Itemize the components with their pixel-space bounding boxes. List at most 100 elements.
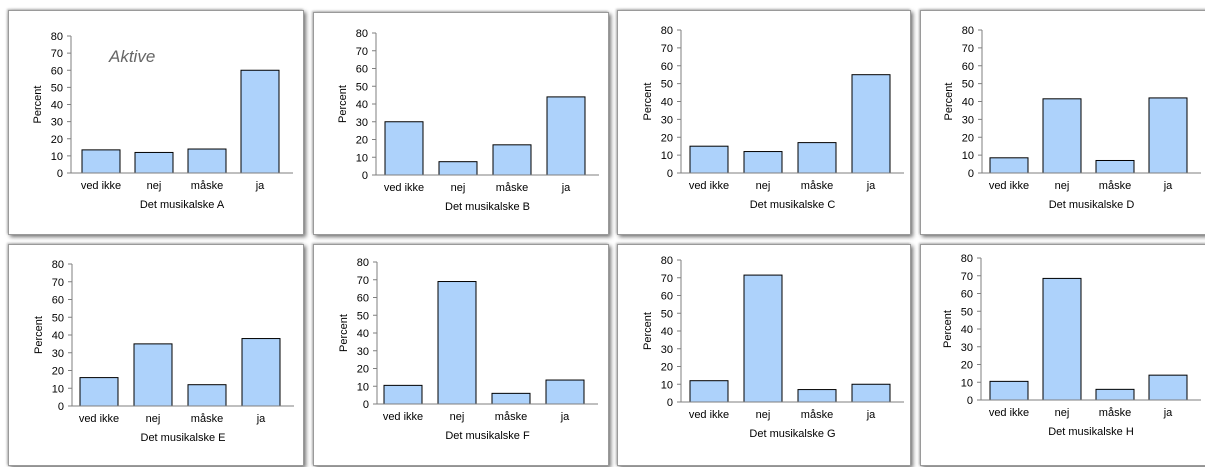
y-axis-title: Percent xyxy=(337,85,349,123)
chart-panel-f: 0 10 20 30 40 50 60 70 80 ved ikke nej måske ja Det m… xyxy=(313,244,609,466)
y-tick-label: 30 xyxy=(661,344,673,356)
x-tick-label: ja xyxy=(1163,180,1173,192)
y-tick-label: 50 xyxy=(961,306,973,318)
bar-nej xyxy=(134,151,174,174)
y-tick-label: 80 xyxy=(357,257,369,269)
bar-nej xyxy=(1042,277,1082,401)
y-tick-label: 0 xyxy=(667,168,673,180)
y-tick-label: 10 xyxy=(661,150,673,162)
x-tick-label: ved ikke xyxy=(689,180,729,192)
bar-måske xyxy=(187,384,227,407)
y-tick-label: 20 xyxy=(52,366,64,378)
y-tick-label: 10 xyxy=(52,383,64,395)
x-tick-label: ved ikke xyxy=(689,409,729,421)
x-tick-label: nej xyxy=(1055,180,1070,192)
x-tick-label: ja xyxy=(866,180,876,192)
x-tick-label: ja xyxy=(561,182,571,194)
y-tick-label: 30 xyxy=(356,117,368,129)
bar-nej xyxy=(743,151,783,174)
x-tick-label: ved ikke xyxy=(383,411,423,423)
bar-ved-ikke xyxy=(383,384,423,405)
x-tick-label: måske xyxy=(801,409,833,421)
chart-panel-e: 0 10 20 30 40 50 60 70 80 ved ikke nej måske ja Det m… xyxy=(8,244,304,466)
x-tick-label: ved ikke xyxy=(384,182,424,194)
x-tick-label: ja xyxy=(256,413,266,425)
y-tick-label: 10 xyxy=(962,150,974,162)
y-tick-label: 20 xyxy=(661,132,673,144)
bar-ja xyxy=(851,74,891,174)
x-tick-label: måske xyxy=(1099,407,1131,419)
y-tick-label: 40 xyxy=(356,99,368,111)
x-tick-label: måske xyxy=(801,180,833,192)
y-tick-label: 30 xyxy=(961,342,973,354)
y-tick-label: 50 xyxy=(962,79,974,91)
y-tick-label: 40 xyxy=(357,328,369,340)
y-tick-label: 10 xyxy=(961,377,973,389)
y-tick-label: 50 xyxy=(661,308,673,320)
x-tick-label: måske xyxy=(191,180,223,192)
bar-ved-ikke xyxy=(79,377,119,407)
y-tick-label: 80 xyxy=(52,259,64,271)
x-tick-label: ja xyxy=(1163,407,1173,419)
y-tick-label: 60 xyxy=(661,61,673,73)
chart-svg-d: 0 10 20 30 40 50 60 70 80 ved ikke nej måske ja Det m… xyxy=(943,25,1201,211)
x-tick-label: nej xyxy=(756,409,771,421)
y-tick-label: 70 xyxy=(51,48,63,60)
y-axis-title: Percent xyxy=(943,83,955,121)
y-tick-label: 20 xyxy=(962,132,974,144)
x-axis-title: Det musikalske F xyxy=(445,430,530,442)
y-tick-label: 70 xyxy=(661,273,673,285)
bar-ved-ikke xyxy=(989,157,1029,174)
y-tick-label: 30 xyxy=(962,114,974,126)
y-tick-label: 10 xyxy=(661,379,673,391)
y-tick-label: 60 xyxy=(357,293,369,305)
x-tick-label: ved ikke xyxy=(79,413,119,425)
y-tick-label: 40 xyxy=(961,324,973,336)
chart-panel-g: 0 10 20 30 40 50 60 70 80 ved ikke nej måske ja Det m… xyxy=(617,244,911,466)
y-tick-label: 30 xyxy=(357,346,369,358)
y-tick-label: 10 xyxy=(357,381,369,393)
bar-nej xyxy=(133,343,173,407)
y-tick-label: 40 xyxy=(962,97,974,109)
bar-måske xyxy=(187,148,227,174)
y-tick-label: 80 xyxy=(962,25,974,37)
y-tick-label: 40 xyxy=(661,326,673,338)
y-axis-title: Percent xyxy=(32,86,44,124)
x-tick-label: ja xyxy=(560,411,570,423)
bar-ja xyxy=(1148,374,1188,401)
bar-ved-ikke xyxy=(689,145,729,174)
chart-panel-c: 0 10 20 30 40 50 60 70 80 ved ikke nej måske ja Det m… xyxy=(617,10,911,235)
x-axis-title: Det musikalske D xyxy=(1049,199,1135,211)
chart-svg-h: 0 10 20 30 40 50 60 70 80 ved ikke nej måske ja Det m… xyxy=(942,253,1201,438)
y-tick-label: 60 xyxy=(51,65,63,77)
bar-ja xyxy=(545,379,585,405)
x-axis-title: Det musikalske H xyxy=(1048,426,1134,438)
y-tick-label: 60 xyxy=(962,61,974,73)
y-tick-label: 0 xyxy=(363,399,369,411)
x-tick-label: nej xyxy=(146,413,161,425)
bar-ja xyxy=(1148,97,1188,174)
chart-panel-b: 0 10 20 30 40 50 60 70 80 ved ikke nej måske ja Det m… xyxy=(313,12,609,235)
y-tick-label: 0 xyxy=(58,401,64,413)
y-tick-label: 30 xyxy=(51,117,63,129)
x-tick-label: ja xyxy=(866,409,876,421)
y-tick-label: 20 xyxy=(661,362,673,374)
y-tick-label: 80 xyxy=(661,25,673,37)
y-tick-label: 20 xyxy=(961,360,973,372)
y-tick-label: 50 xyxy=(661,79,673,91)
y-tick-label: 70 xyxy=(962,43,974,55)
y-tick-label: 0 xyxy=(57,168,63,180)
x-tick-label: ved ikke xyxy=(989,407,1029,419)
y-tick-label: 0 xyxy=(967,395,973,407)
y-axis-title: Percent xyxy=(642,312,654,350)
x-tick-label: ved ikke xyxy=(81,180,121,192)
y-tick-label: 70 xyxy=(357,275,369,287)
x-tick-label: måske xyxy=(495,411,527,423)
y-tick-label: 80 xyxy=(661,255,673,267)
x-tick-label: nej xyxy=(451,182,466,194)
bar-ja xyxy=(240,69,280,174)
chart-panel-h: 0 10 20 30 40 50 60 70 80 ved ikke nej måske ja Det m… xyxy=(920,244,1205,466)
y-tick-label: 50 xyxy=(51,82,63,94)
chart-svg-g: 0 10 20 30 40 50 60 70 80 ved ikke nej måske ja Det m… xyxy=(642,255,904,440)
y-tick-label: 20 xyxy=(356,135,368,147)
